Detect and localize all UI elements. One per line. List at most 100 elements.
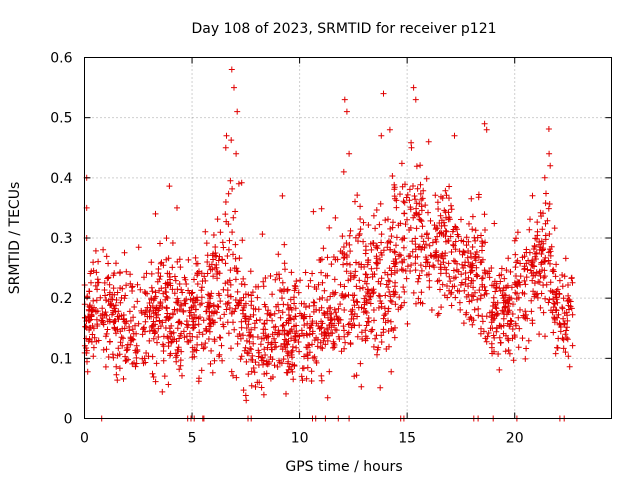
data-point [295,339,302,345]
data-point [332,214,339,221]
data-point [313,334,320,341]
data-point [444,294,451,301]
data-point [378,132,385,139]
data-point [236,255,243,262]
data-point [165,343,172,350]
data-point [353,259,359,266]
data-point [509,311,516,317]
data-point [223,306,230,313]
data-point [162,325,169,331]
data-point [400,198,407,205]
data-point [418,196,425,203]
data-point [177,332,184,339]
data-point [229,229,236,236]
data-point [219,256,226,263]
data-point [250,340,257,347]
data-point [352,198,358,205]
data-point [328,324,335,331]
data-point [479,256,486,263]
data-point [370,290,377,297]
data-point [399,236,406,243]
data-point [545,126,552,132]
data-point [559,283,566,290]
data-point [284,352,291,359]
data-point [289,368,296,375]
data-point [560,345,567,352]
data-point [321,309,327,316]
data-point [514,229,521,236]
data-point [308,368,315,375]
x-axis-label: GPS time / hours [285,459,402,475]
data-point [156,318,163,325]
data-point [386,278,393,285]
data-point [135,320,142,327]
data-point [285,366,292,373]
data-point [228,368,235,375]
data-point [242,392,249,399]
data-point [446,216,453,223]
data-point [103,297,109,304]
data-point [116,351,123,358]
data-point [159,341,166,348]
data-point [179,372,185,379]
data-point [93,338,100,345]
data-point [97,294,104,301]
data-point [435,257,442,264]
data-point [185,338,192,345]
data-point [313,286,320,292]
data-point [483,126,490,133]
data-point [174,204,180,211]
data-point [328,261,335,268]
data-point [113,260,119,267]
data-point [115,316,122,323]
data-point [410,214,417,221]
data-point [126,308,133,315]
data-point [353,298,360,305]
data-point [122,292,129,299]
data-point [456,248,463,255]
data-point [419,244,426,251]
data-point [263,370,270,377]
data-point [415,275,422,282]
data-point [341,327,347,334]
data-point [233,150,240,157]
data-point [86,288,93,295]
data-point [140,325,147,332]
data-point [324,297,331,303]
data-point [411,193,418,199]
data-point [413,300,419,307]
data-point [350,315,357,322]
data-point [364,318,371,325]
data-point [163,256,170,263]
data-point [472,289,478,296]
data-point [230,319,236,326]
chart-title: Day 108 of 2023, SRMTID for receiver p12… [191,21,496,37]
data-point [95,279,102,286]
data-point [351,310,358,317]
data-point [82,323,89,330]
data-point [517,281,524,288]
data-point [324,254,331,261]
data-point [564,317,571,324]
data-point [174,307,181,314]
data-point [230,214,237,221]
data-point [127,280,134,287]
data-point [551,225,558,232]
data-point [224,253,231,259]
data-point [364,274,371,281]
data-point [156,305,163,312]
data-point [287,315,294,321]
data-point [552,273,559,280]
data-point [207,321,213,327]
data-point [346,150,353,157]
data-point [283,330,290,337]
data-point [208,347,215,354]
data-point [177,357,184,364]
data-point [159,319,166,326]
data-point [344,331,351,338]
data-point [425,209,431,216]
data-point [391,334,398,341]
data-point [451,132,458,139]
data-point [439,281,446,288]
